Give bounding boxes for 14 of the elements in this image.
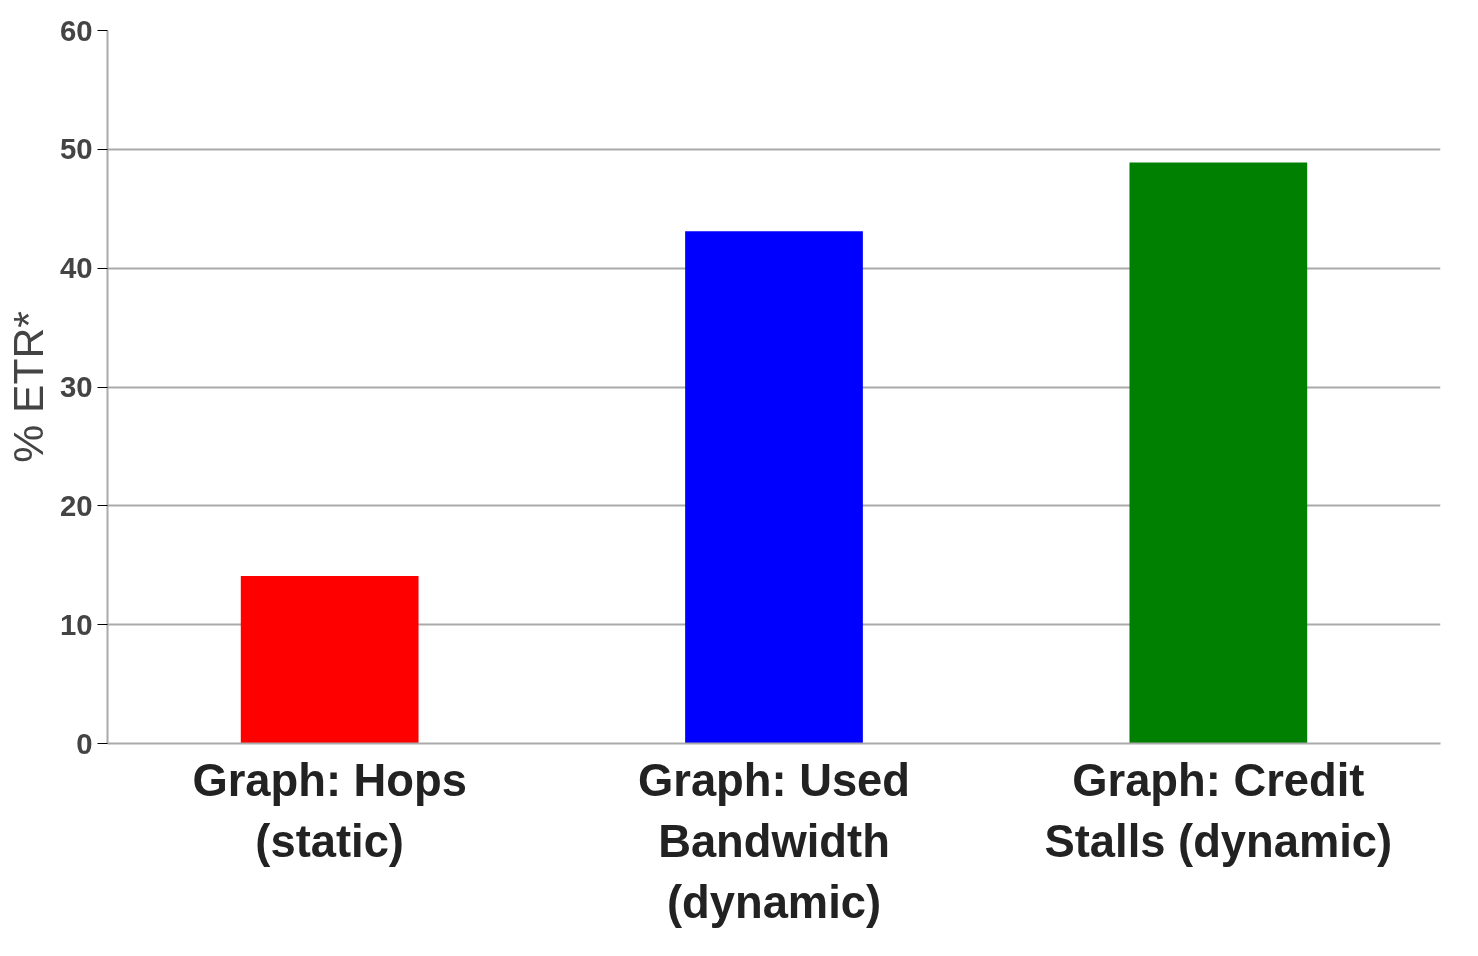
y-tick-label: 10 (59, 607, 93, 641)
y-tick-label: 0 (76, 726, 93, 760)
bar (240, 575, 419, 744)
x-tick-label: Graph: Used Bandwidth (dynamic) (637, 754, 911, 928)
bar (1129, 162, 1308, 744)
y-tick-label: 60 (59, 13, 93, 47)
y-tick-label: 30 (59, 370, 93, 403)
y-tick-label: 50 (59, 132, 93, 166)
x-tick-label: Graph: Credit Stalls (dynamic) (1044, 754, 1393, 867)
bar (685, 231, 863, 744)
y-axis-title: % ETR* (3, 311, 52, 463)
y-tick-label: 40 (59, 251, 93, 285)
y-tick-label: 20 (59, 488, 93, 522)
x-tick-label: Graph: Hops (static) (192, 754, 467, 867)
